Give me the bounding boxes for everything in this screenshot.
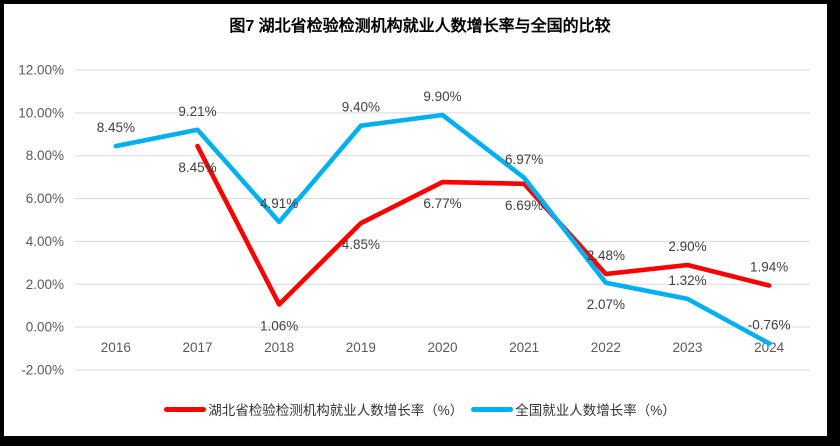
x-tick-label: 2022 <box>591 340 621 355</box>
x-tick-label: 2019 <box>346 340 376 355</box>
legend-item-national: 全国就业人数增长率（%） <box>471 399 676 419</box>
data-label-hubei: 1.06% <box>260 318 298 333</box>
data-label-hubei: 2.90% <box>668 239 706 254</box>
legend-line-swatch-blue <box>471 406 514 412</box>
x-tick-label: 2021 <box>509 340 539 355</box>
data-labels: 8.45% 1.06% 4.85% 6.77% 6.69% 2.48% 2.90% 1.94%… <box>97 89 791 333</box>
legend-label-national: 全国就业人数增长率（%） <box>515 403 676 418</box>
chart-title: 图7 湖北省检验检测机构就业人数增长率与全国的比较 <box>229 18 611 35</box>
x-tick-label: 2016 <box>101 340 131 355</box>
data-label-national: 2.07% <box>587 297 625 312</box>
legend: 湖北省检验检测机构就业人数增长率（%） 全国就业人数增长率（%） <box>0 398 840 420</box>
y-tick-label: 4.00% <box>26 234 64 249</box>
data-label-national: 9.90% <box>423 89 461 104</box>
series-line-hubei <box>195 143 772 307</box>
legend-line-swatch-red <box>164 406 207 412</box>
y-tick-label: 0.00% <box>26 320 64 335</box>
data-label-national: 8.45% <box>97 120 135 135</box>
data-label-hubei: 8.45% <box>178 160 216 175</box>
x-axis-tick-labels: 2016 2017 2018 2019 2020 2021 2022 2023 2024 <box>101 340 785 355</box>
data-label-hubei: 4.85% <box>342 237 380 252</box>
data-label-national: 9.40% <box>342 100 380 115</box>
x-tick-label: 2023 <box>672 340 702 355</box>
y-axis-tick-labels: 12.00% 10.00% 8.00% 6.00% 4.00% 2.00% 0.00% -2.… <box>18 63 64 378</box>
data-label-hubei: 1.94% <box>750 260 788 275</box>
series-line-national <box>113 112 772 346</box>
data-label-national: 6.97% <box>505 152 543 167</box>
data-label-national: 4.91% <box>260 196 298 211</box>
y-tick-label: 8.00% <box>26 148 64 163</box>
y-tick-label: 12.00% <box>18 63 64 78</box>
y-tick-label: -2.00% <box>21 363 64 378</box>
legend-item-hubei: 湖北省检验检测机构就业人数增长率（%） <box>164 399 463 419</box>
data-label-hubei: 2.48% <box>587 248 625 263</box>
legend-label-hubei: 湖北省检验检测机构就业人数增长率（%） <box>208 403 464 418</box>
y-tick-label: 6.00% <box>26 191 64 206</box>
x-tick-label: 2017 <box>182 340 212 355</box>
x-tick-label: 2020 <box>427 340 457 355</box>
y-tick-label: 2.00% <box>26 277 64 292</box>
data-label-national: 1.32% <box>668 273 706 288</box>
data-label-national: -0.76% <box>748 317 791 332</box>
data-label-national: 9.21% <box>178 104 216 119</box>
x-tick-label: 2024 <box>754 340 785 355</box>
x-tick-label: 2018 <box>264 340 294 355</box>
data-label-hubei: 6.69% <box>505 198 543 213</box>
y-tick-label: 10.00% <box>18 105 64 120</box>
data-label-hubei: 6.77% <box>423 196 461 211</box>
